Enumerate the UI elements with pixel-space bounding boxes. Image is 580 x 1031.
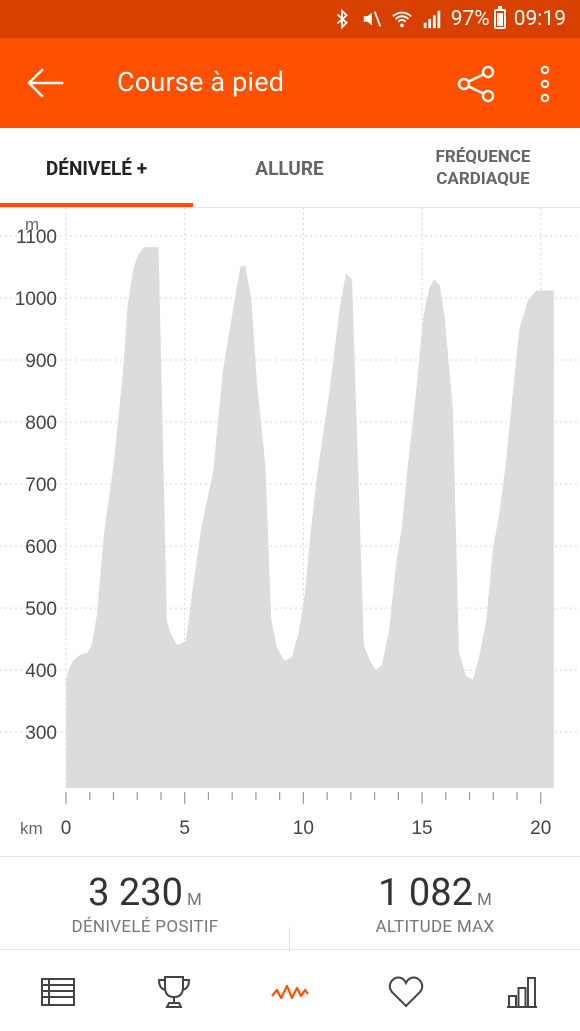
mute-icon (361, 8, 383, 30)
stat-label: DÉNIVELÉ POSITIF (71, 917, 219, 937)
elevation-chart: m 300 400 500 600 700 800 900 1000 1100 km 0 5 10 15 20 (0, 208, 580, 848)
y-tick-label: 600 (25, 537, 57, 558)
tab-label: DÉNIVELÉ + (45, 156, 148, 180)
status-bar-icons: 97% 09:19 (331, 5, 566, 33)
elevation-graph-icon[interactable] (265, 967, 315, 1017)
clock-time: 09:19 (513, 7, 566, 31)
more-vert-icon[interactable] (530, 62, 560, 106)
tab-label: ALLURE (255, 156, 324, 180)
stat-unit: M (187, 890, 202, 910)
bar-chart-icon[interactable] (497, 967, 547, 1017)
y-tick-label: 400 (25, 661, 57, 682)
battery-percent: 97% (450, 7, 490, 31)
stat-label: ALTITUDE MAX (375, 917, 495, 937)
stat-divider (289, 927, 290, 951)
elevation-chart-svg: m 300 400 500 600 700 800 900 1000 1100 km 0 5 10 15 20 (0, 208, 580, 839)
stat-number: 3 230 (88, 871, 183, 915)
status-bar: 97% 09:19 (0, 0, 580, 38)
y-tick-label: 1000 (15, 289, 57, 310)
tab-label-line2: CARDIAQUE (436, 169, 530, 189)
stat-max-altitude: 1 082 M ALTITUDE MAX (290, 857, 580, 951)
trophy-icon[interactable] (149, 967, 199, 1017)
y-tick-label: 300 (25, 723, 57, 744)
stats-panel: 3 230 M DÉNIVELÉ POSITIF 1 082 M ALTITUDE … (0, 856, 580, 951)
stat-value: 1 082 M (290, 871, 580, 915)
share-icon[interactable] (454, 62, 498, 106)
x-tick-label: 0 (61, 818, 72, 839)
active-tab-indicator (0, 203, 193, 207)
page-title: Course à pied (117, 66, 285, 98)
stat-value: 3 230 M (0, 871, 290, 915)
elevation-area (66, 247, 554, 789)
tab-label-line1: FRÉQUENCE (435, 147, 531, 167)
signal-icon (421, 8, 443, 30)
y-tick-label: 900 (25, 351, 57, 372)
x-axis-unit-label: km (20, 819, 43, 838)
tab-heart-rate[interactable]: FRÉQUENCE CARDIAQUE (386, 128, 580, 208)
bluetooth-icon (331, 8, 353, 30)
heart-icon[interactable] (381, 967, 431, 1017)
table-list-icon[interactable] (33, 967, 83, 1017)
x-tick-label: 10 (293, 818, 314, 839)
wifi-icon (391, 8, 413, 30)
tab-pace[interactable]: ALLURE (193, 128, 386, 208)
y-tick-label: 500 (25, 599, 57, 620)
tab-bar: DÉNIVELÉ + ALLURE FRÉQUENCE CARDIAQUE (0, 128, 580, 208)
app-bar: Course à pied (0, 38, 580, 128)
x-tick-label: 5 (179, 818, 190, 839)
y-tick-label: 800 (25, 413, 57, 434)
bottom-navigation (0, 951, 580, 1031)
x-tick-label: 15 (411, 818, 432, 839)
back-arrow-icon[interactable] (22, 60, 68, 106)
tab-elevation-gain[interactable]: DÉNIVELÉ + (0, 128, 193, 208)
y-axis-unit-label: m (25, 215, 39, 234)
stat-unit: M (477, 890, 492, 910)
stat-elevation-gain: 3 230 M DÉNIVELÉ POSITIF (0, 857, 290, 951)
y-tick-label: 1100 (16, 227, 57, 248)
x-tick-label: 20 (530, 818, 551, 839)
tab-label: FRÉQUENCE CARDIAQUE (436, 146, 531, 190)
y-tick-label: 700 (25, 475, 57, 496)
battery-icon (493, 6, 506, 29)
stat-number: 1 082 (378, 871, 473, 915)
